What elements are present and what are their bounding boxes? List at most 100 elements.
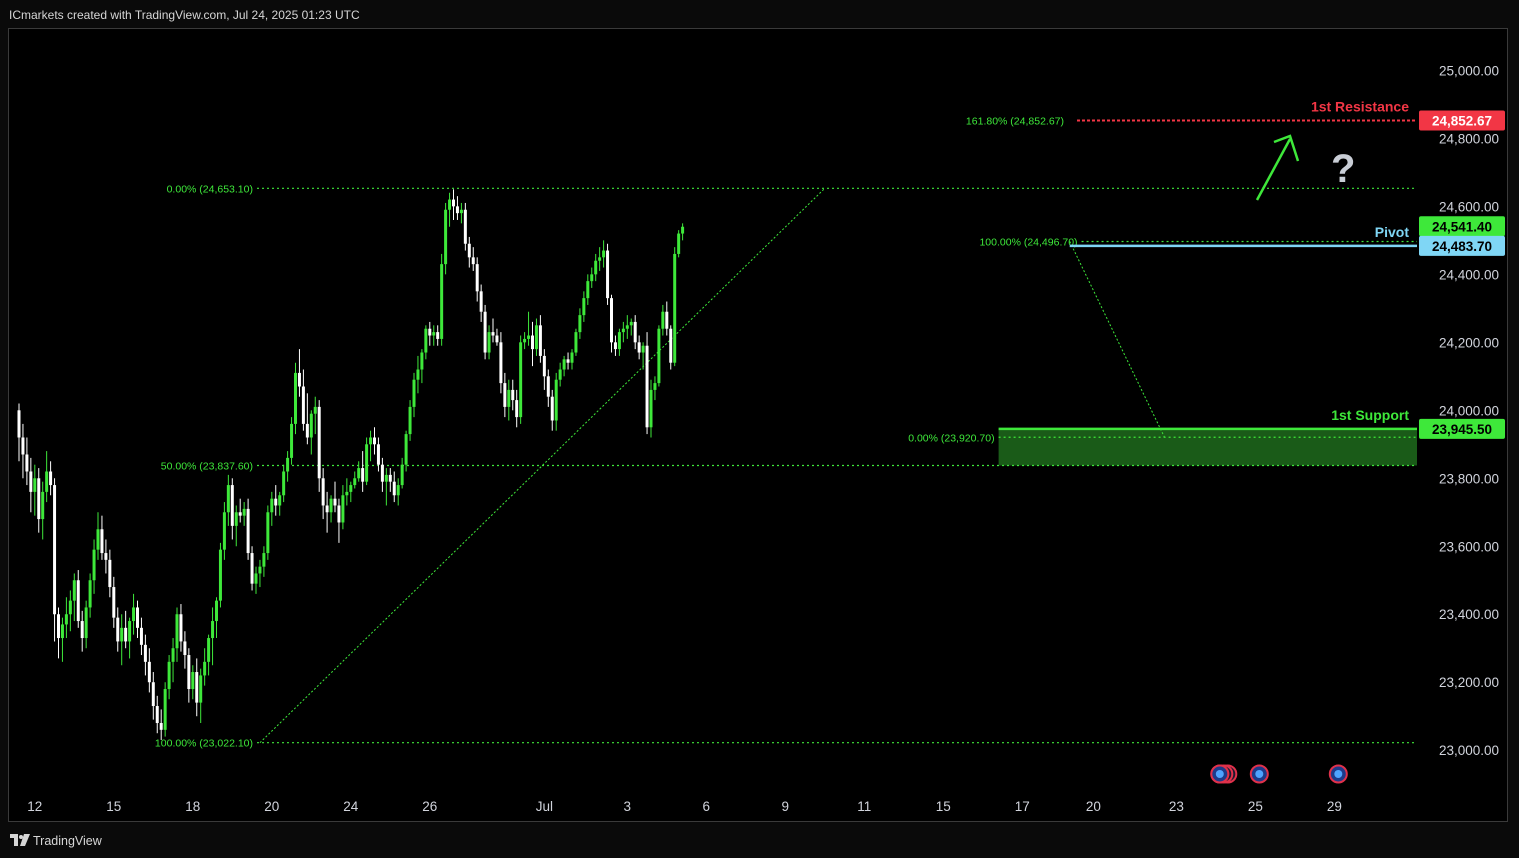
candle-body [310, 414, 313, 438]
candle-body [100, 529, 103, 553]
time-tick-label: 18 [185, 799, 200, 814]
candle-body [183, 641, 186, 655]
candle-body [480, 291, 483, 311]
candle-body [33, 478, 36, 492]
candle-body [231, 485, 234, 526]
candle-body [349, 485, 352, 492]
candle-body [49, 471, 52, 485]
candle-body [37, 478, 40, 519]
candle-body [207, 638, 210, 662]
chart-header: ICmarkets created with TradingView.com, … [0, 0, 1519, 28]
candle-body [559, 370, 562, 380]
candle-body [428, 329, 431, 336]
candle-body [385, 475, 388, 482]
candle-body [69, 601, 72, 615]
candle-body [85, 607, 88, 638]
candle-body [132, 607, 135, 621]
event-icon-core [1216, 770, 1224, 778]
fib-trend-line [260, 188, 825, 742]
price-tick-label: 23,200.00 [1439, 675, 1499, 690]
candle-body [286, 458, 289, 472]
candle-body [77, 580, 80, 621]
candle-body [405, 434, 408, 465]
candle-body [179, 614, 182, 641]
candle-body [112, 587, 115, 618]
candle-body [606, 251, 609, 299]
candle-body [456, 206, 459, 213]
candle-body [488, 332, 491, 352]
candle-body [503, 383, 506, 407]
event-icon[interactable] [1211, 766, 1236, 783]
candle-body [258, 567, 261, 574]
candle-body [219, 550, 222, 601]
candle-body [187, 655, 190, 689]
fib-label: 100.00% (23,022.10) [155, 738, 253, 750]
candle-body [555, 380, 558, 421]
event-icons[interactable] [1211, 766, 1347, 783]
footer-brand[interactable]: TradingView [33, 834, 102, 848]
tradingview-logo-icon[interactable] [10, 834, 30, 848]
candle-body [251, 553, 254, 584]
support-zone [999, 429, 1417, 466]
candle-body [574, 332, 577, 352]
candle-body [653, 383, 656, 390]
event-icon-core [1334, 770, 1342, 778]
candle-body [211, 621, 214, 638]
candle-body [215, 601, 218, 621]
candle-body [594, 261, 597, 275]
candle-body [318, 407, 321, 478]
time-tick-label: 15 [106, 799, 121, 814]
candle-body [128, 621, 131, 641]
time-tick-label: 20 [1086, 799, 1101, 814]
fib-trend-line [1070, 241, 1165, 437]
candle-body [203, 662, 206, 676]
candle-body [65, 614, 68, 624]
header-attribution: ICmarkets created with TradingView.com, … [9, 8, 360, 22]
chart-frame[interactable]: 0.00% (24,653.10) 50.00% (23,837.60) 100.0… [8, 28, 1508, 822]
candle-body [571, 353, 574, 363]
candle-body [472, 257, 475, 264]
candle-body [650, 390, 653, 427]
candle-body [81, 621, 84, 638]
candle-body [677, 234, 680, 254]
candle-body [424, 329, 427, 353]
candle-body [227, 485, 230, 512]
candle-body [357, 468, 360, 478]
candle-body [57, 614, 60, 638]
candle-body [586, 281, 589, 298]
candle-body [673, 254, 676, 363]
fib-label: 0.00% (23,920.70) [908, 432, 994, 444]
candle-body [622, 329, 625, 332]
fibonacci-lines: 0.00% (24,653.10) 50.00% (23,837.60) 100.0… [155, 183, 1417, 749]
candle-body [432, 332, 435, 335]
support-zone-layer [999, 429, 1417, 466]
candle-body [361, 468, 364, 482]
candle-body [634, 322, 637, 342]
candle-body [93, 550, 96, 581]
candle-body [164, 689, 167, 730]
pivot-label: Pivot [1375, 224, 1410, 240]
candle-body [144, 645, 147, 662]
candle-body [136, 607, 139, 627]
candle-body [436, 332, 439, 339]
resistance-fib-label: 161.80% (24,852.67) [966, 115, 1064, 127]
candle-body [531, 336, 534, 350]
event-icon[interactable] [1330, 766, 1347, 783]
candle-body [290, 424, 293, 458]
candle-body [665, 312, 668, 329]
time-tick-label: 17 [1015, 799, 1030, 814]
candle-body [278, 495, 281, 505]
projection-arrow [1257, 139, 1290, 200]
time-tick-label: 9 [782, 799, 790, 814]
price-chart[interactable]: 0.00% (24,653.10) 50.00% (23,837.60) 100.0… [9, 29, 1507, 821]
price-axis[interactable]: 25,000.00 24,800.00 24,600.00 24,400.00 24,2… [1419, 63, 1505, 758]
candle-body [120, 628, 123, 642]
candle-body [97, 529, 100, 549]
event-icon[interactable] [1251, 766, 1268, 783]
candle-body [614, 342, 617, 349]
time-axis[interactable]: 12 15 18 20 24 26 Jul 3 6 9 11 15 17 20 23 25 29 [27, 799, 1342, 814]
support-price-tag: 23,945.50 [1432, 422, 1492, 437]
candle-body [535, 325, 538, 349]
candle-body [330, 499, 333, 513]
candle-body [495, 336, 498, 343]
